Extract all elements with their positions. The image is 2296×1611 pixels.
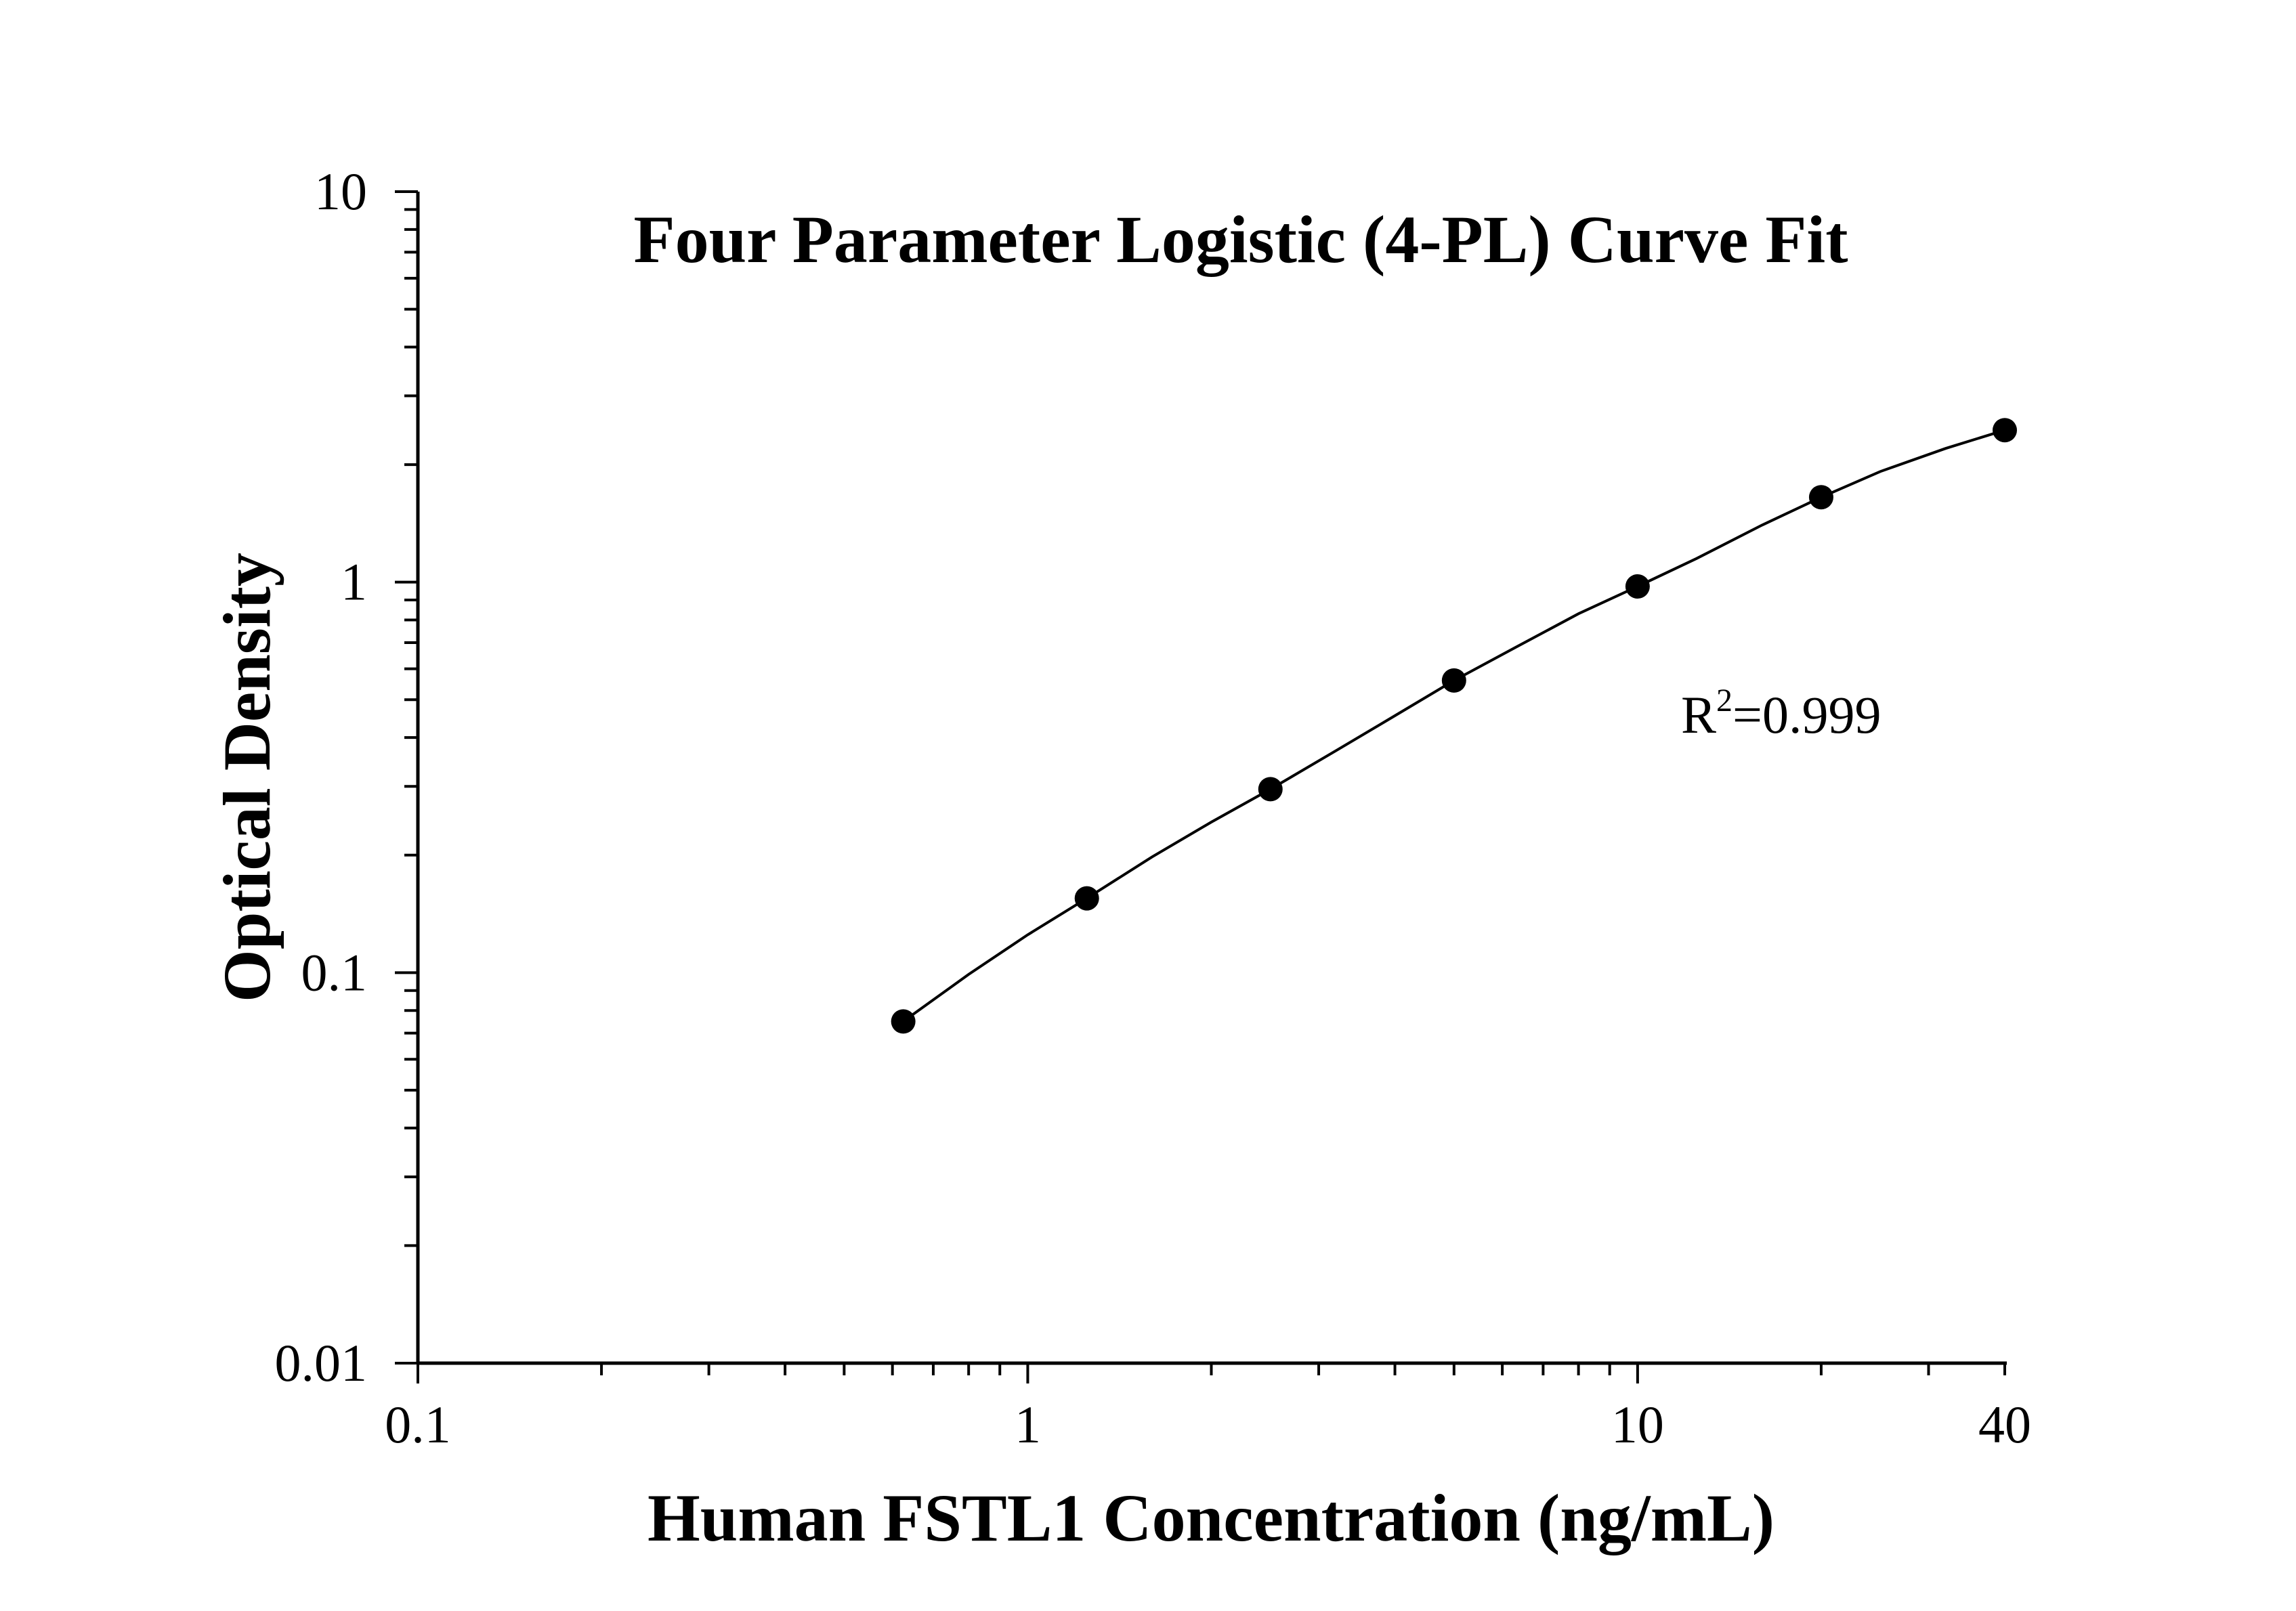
x-tick-label: 0.1 (385, 1395, 451, 1454)
r-squared-base: R (1681, 685, 1716, 744)
x-axis-label: Human FSTL1 Concentration (ng/mL) (647, 1480, 1774, 1555)
y-tick-label: 10 (314, 162, 367, 221)
chart-title: Four Parameter Logistic (4-PL) Curve Fit (633, 202, 1848, 277)
data-point (891, 1009, 916, 1034)
x-tick-label: 1 (1015, 1395, 1041, 1454)
points-layer (891, 418, 2017, 1034)
y-tick-label: 1 (341, 553, 367, 611)
data-point (1993, 418, 2017, 443)
data-point (1808, 485, 1833, 510)
data-point (1625, 574, 1650, 599)
r-squared-annotation: R2=0.999 (1681, 683, 1882, 744)
y-tick-label: 0.01 (275, 1333, 368, 1392)
x-tick-label: 40 (1978, 1395, 2031, 1454)
r-squared-value: =0.999 (1732, 685, 1882, 744)
y-axis-label: Optical Density (209, 553, 284, 1002)
y-tick-label: 0.1 (301, 943, 368, 1002)
x-tick-label: 10 (1611, 1395, 1664, 1454)
axes-layer (416, 192, 2007, 1365)
data-point (1074, 886, 1099, 911)
data-point (1441, 668, 1466, 693)
r-squared-superscript: 2 (1716, 683, 1732, 718)
ticks-layer: 0.01 0.1 1 10 0.1 1 10 40 (275, 162, 2032, 1454)
data-point (1258, 777, 1283, 802)
